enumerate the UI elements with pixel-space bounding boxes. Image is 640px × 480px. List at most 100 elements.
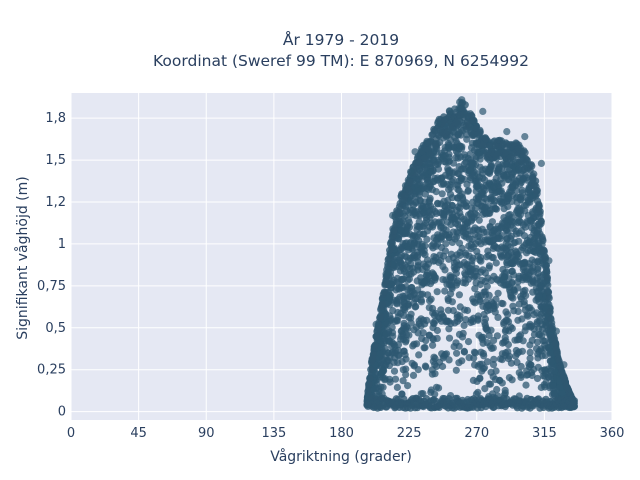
scatter-point xyxy=(444,296,452,305)
scatter-point xyxy=(505,211,513,219)
scatter-point xyxy=(541,366,550,374)
scatter-point xyxy=(474,193,482,201)
x-tick-label: 45 xyxy=(130,426,147,441)
scatter-point xyxy=(411,148,419,156)
scatter-point xyxy=(399,377,407,385)
scatter-point xyxy=(478,170,487,178)
x-tick-label: 0 xyxy=(67,426,75,441)
scatter-point xyxy=(409,264,417,272)
scatter-point xyxy=(523,275,531,284)
scatter-point xyxy=(549,382,557,390)
scatter-point xyxy=(413,226,421,234)
scatter-point xyxy=(444,139,452,148)
scatter-point xyxy=(522,381,530,389)
scatter-point xyxy=(479,266,487,274)
scatter-point xyxy=(526,320,534,328)
scatter-point xyxy=(392,286,400,294)
scatter-point xyxy=(508,280,516,288)
scatter-point xyxy=(392,220,400,228)
scatter-point xyxy=(526,354,534,362)
scatter-point xyxy=(502,239,510,247)
scatter-point xyxy=(466,150,474,158)
scatter-point xyxy=(453,251,461,259)
scatter-point xyxy=(407,293,415,301)
y-tick-label: 0 xyxy=(58,405,66,420)
x-axis-title: Vågriktning (grader) xyxy=(270,448,412,465)
scatter-point xyxy=(425,272,433,280)
scatter-point xyxy=(461,101,469,109)
scatter-point xyxy=(551,339,560,347)
y-tick-label: 0,75 xyxy=(37,279,66,294)
scatter-point xyxy=(528,336,536,344)
scatter-point xyxy=(364,387,372,395)
scatter-point xyxy=(540,246,548,254)
scatter-point xyxy=(466,264,474,272)
scatter-point xyxy=(388,239,396,247)
scatter-point xyxy=(418,265,427,274)
scatter-point xyxy=(504,148,512,156)
scatter-point xyxy=(409,342,417,350)
scatter-point xyxy=(415,351,423,359)
scatter-point xyxy=(468,204,476,212)
scatter-point xyxy=(423,235,431,243)
scatter-point xyxy=(490,236,498,244)
scatter-point xyxy=(469,198,477,206)
scatter-point xyxy=(494,244,502,253)
scatter-point xyxy=(401,261,409,269)
scatter-point xyxy=(526,348,534,356)
scatter-point xyxy=(394,346,402,354)
scatter-point xyxy=(481,385,489,393)
scatter-point xyxy=(515,332,523,340)
scatter-point xyxy=(502,245,510,253)
y-tick-label: 1,5 xyxy=(45,153,66,168)
scatter-point xyxy=(390,367,399,375)
scatter-point xyxy=(384,268,392,276)
scatter-point xyxy=(426,297,434,305)
scatter-point xyxy=(494,232,502,240)
scatter-point xyxy=(534,350,542,358)
scatter-point xyxy=(499,172,507,180)
chart-title: År 1979 - 2019 xyxy=(283,30,399,49)
scatter-point xyxy=(404,382,412,390)
scatter-point xyxy=(490,272,498,280)
scatter-point xyxy=(461,229,470,238)
scatter-point xyxy=(454,203,462,211)
scatter-point xyxy=(550,367,558,375)
scatter-point xyxy=(490,183,498,191)
scatter-point xyxy=(445,168,454,176)
scatter-point xyxy=(402,355,410,363)
scatter-point xyxy=(420,246,428,255)
scatter-point xyxy=(397,245,405,253)
scatter-point xyxy=(420,260,428,268)
scatter-point xyxy=(468,216,476,224)
scatter-point xyxy=(407,284,415,292)
scatter-point xyxy=(441,247,449,255)
scatter-point xyxy=(461,269,469,277)
scatter-point xyxy=(479,339,487,347)
scatter-point xyxy=(408,359,416,367)
scatter-point xyxy=(445,231,453,239)
scatter-point xyxy=(500,220,508,228)
scatter-point xyxy=(424,291,432,299)
scatter-point xyxy=(489,195,497,203)
scatter-point xyxy=(509,224,517,232)
scatter-point xyxy=(482,135,490,143)
scatter-point xyxy=(500,318,508,327)
scatter-point xyxy=(517,362,525,371)
scatter-point xyxy=(533,226,541,234)
scatter-point xyxy=(494,168,502,176)
scatter-point xyxy=(423,316,431,324)
scatter-point xyxy=(486,142,494,150)
x-tick-label: 90 xyxy=(198,426,215,441)
scatter-point xyxy=(535,325,543,333)
scatter-point xyxy=(371,370,379,378)
scatter-point xyxy=(507,259,515,267)
scatter-point xyxy=(505,352,513,360)
scatter-point xyxy=(497,252,505,260)
scatter-point xyxy=(415,237,423,245)
y-tick-label: 1,8 xyxy=(45,111,66,126)
scatter-point xyxy=(389,232,397,240)
scatter-point xyxy=(526,304,534,312)
scatter-point xyxy=(512,180,520,188)
scatter-point xyxy=(451,266,459,274)
